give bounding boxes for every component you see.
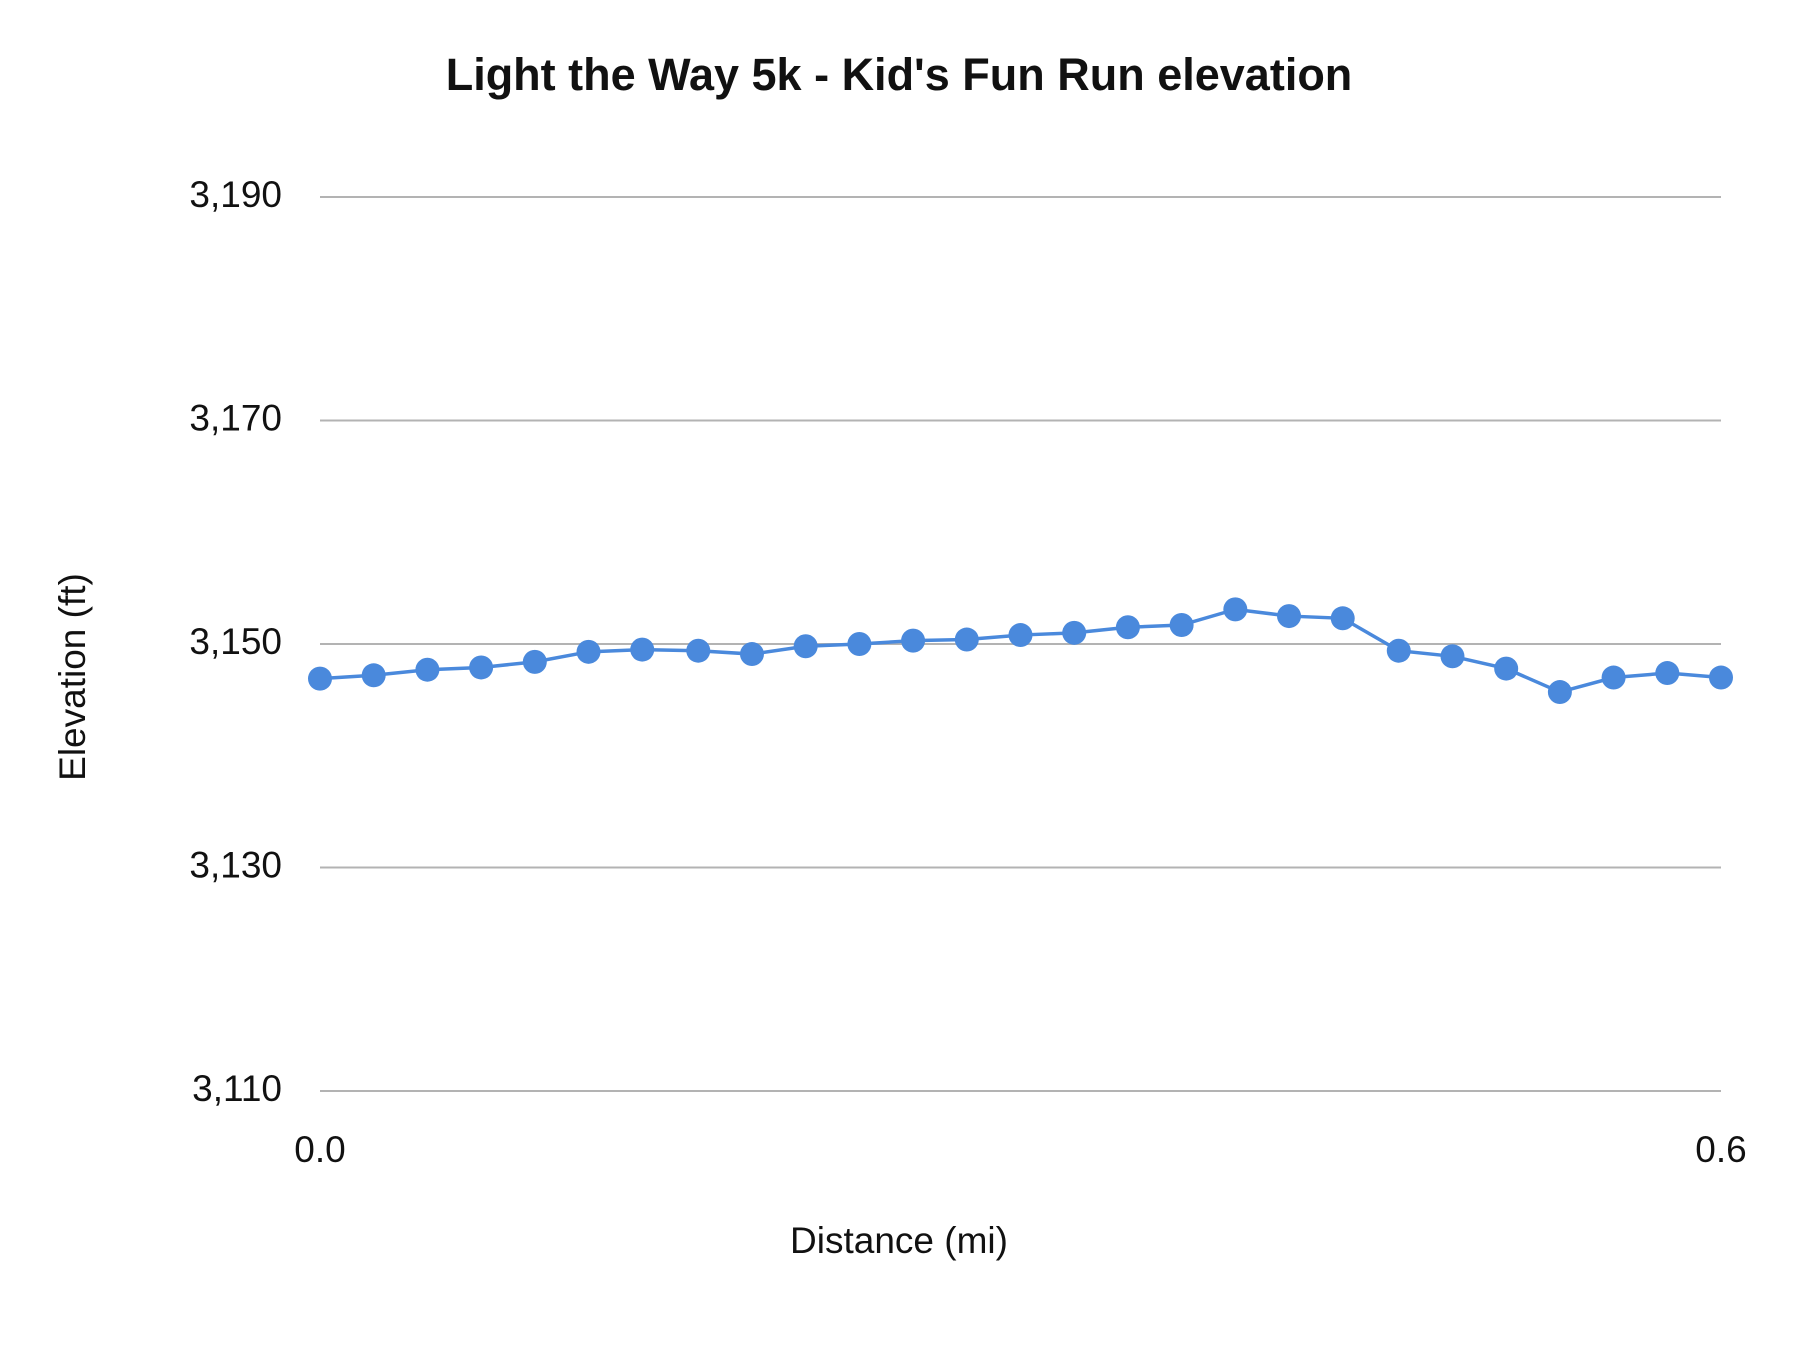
point — [469, 655, 494, 680]
point — [1494, 656, 1519, 681]
x-tick-label: 0.0 — [294, 1129, 345, 1170]
y-tick-label: 3,130 — [189, 844, 282, 885]
x-axis-title: Distance (mi) — [790, 1220, 1008, 1261]
point — [1709, 665, 1733, 690]
point — [1277, 604, 1302, 629]
point — [415, 657, 440, 682]
point — [1062, 620, 1087, 645]
point — [1223, 597, 1248, 622]
y-axis-title: Elevation (ft) — [52, 573, 93, 781]
point — [793, 634, 818, 659]
point — [1440, 644, 1465, 669]
chart-title: Light the Way 5k - Kid's Fun Run elevati… — [446, 49, 1353, 100]
point — [1169, 613, 1194, 638]
y-tick-label: 3,150 — [189, 621, 282, 662]
point — [1655, 661, 1680, 686]
y-tick-label: 3,170 — [189, 397, 282, 438]
point — [739, 642, 764, 667]
point — [308, 666, 332, 691]
point — [1547, 680, 1572, 705]
y-tick-label: 3,110 — [192, 1068, 282, 1109]
point — [522, 649, 547, 674]
point — [1601, 665, 1626, 690]
point — [954, 627, 979, 652]
point — [847, 632, 872, 656]
point — [1115, 615, 1140, 640]
point — [1386, 638, 1411, 663]
y-tick-label: 3,190 — [189, 174, 282, 215]
point — [1330, 606, 1355, 631]
point — [361, 663, 386, 688]
point — [686, 638, 711, 663]
point — [901, 628, 926, 653]
point — [1008, 623, 1033, 648]
x-tick-label: 0.6 — [1695, 1129, 1746, 1170]
point — [576, 639, 601, 664]
point — [630, 637, 655, 662]
